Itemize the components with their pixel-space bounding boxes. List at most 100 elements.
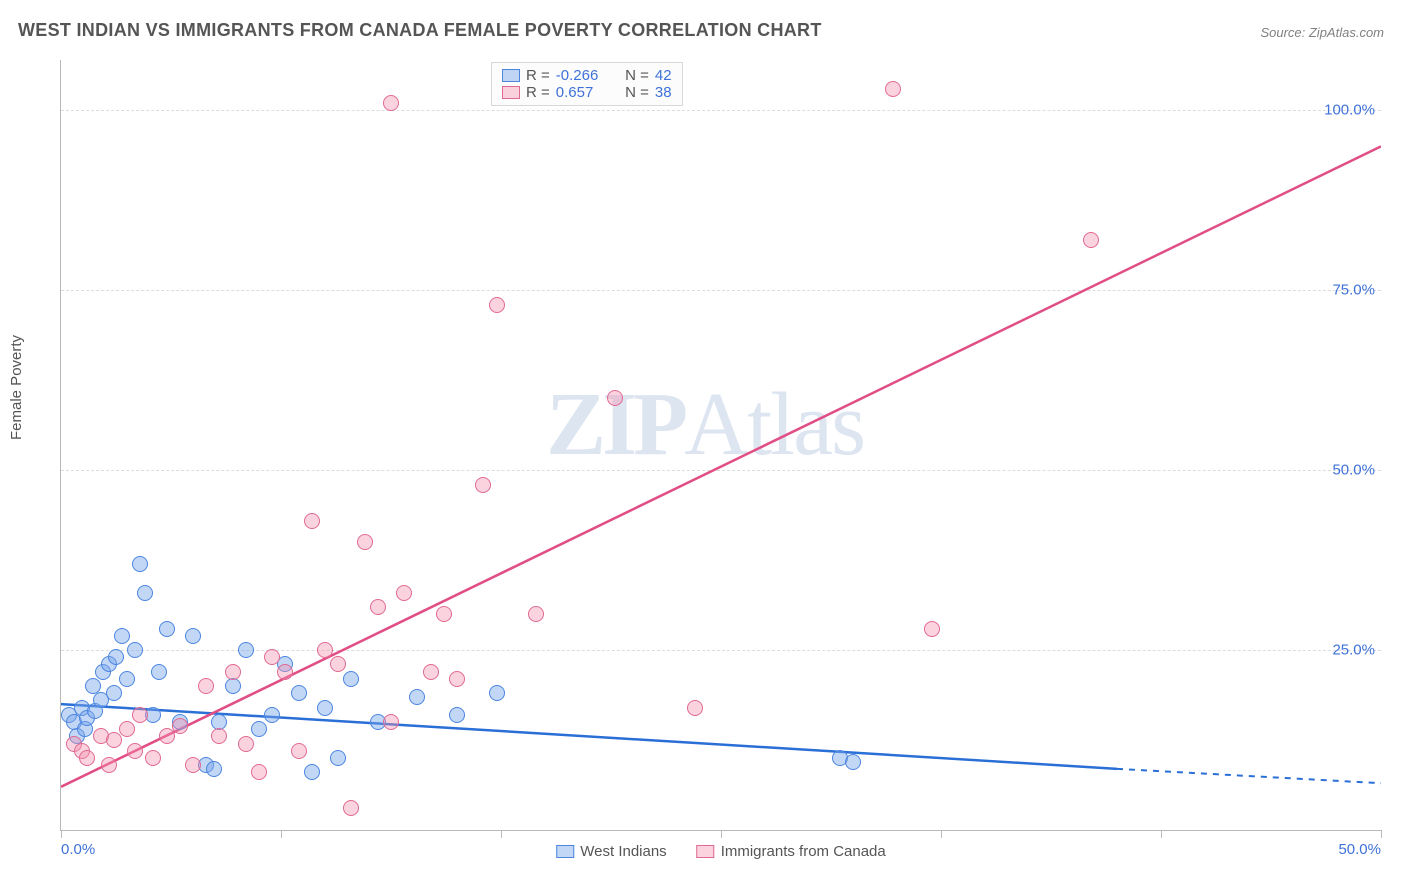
data-point <box>119 671 135 687</box>
x-tick-mark <box>1161 830 1162 838</box>
data-point <box>383 95 399 111</box>
stat-r: 0.657 <box>556 84 611 101</box>
data-point <box>924 621 940 637</box>
data-point <box>108 649 124 665</box>
data-point <box>885 81 901 97</box>
data-point <box>304 513 320 529</box>
data-point <box>423 664 439 680</box>
data-point <box>159 728 175 744</box>
data-point <box>489 297 505 313</box>
data-point <box>357 534 373 550</box>
data-point <box>383 714 399 730</box>
legend-swatch <box>556 845 574 858</box>
data-point <box>845 754 861 770</box>
data-point <box>114 628 130 644</box>
data-point <box>330 750 346 766</box>
data-point <box>317 642 333 658</box>
x-tick-mark <box>941 830 942 838</box>
grid-line-h <box>61 650 1381 651</box>
data-point <box>304 764 320 780</box>
x-tick-mark <box>721 830 722 838</box>
data-point <box>145 750 161 766</box>
chart-title: WEST INDIAN VS IMMIGRANTS FROM CANADA FE… <box>18 20 822 41</box>
data-point <box>106 732 122 748</box>
data-point <box>127 642 143 658</box>
data-point <box>396 585 412 601</box>
data-point <box>206 761 222 777</box>
data-point <box>106 685 122 701</box>
data-point <box>370 599 386 615</box>
data-point <box>185 757 201 773</box>
x-tick-mark <box>501 830 502 838</box>
stats-legend-row: R = -0.266 N = 42 <box>502 67 672 84</box>
x-tick-mark <box>1381 830 1382 838</box>
data-point <box>151 664 167 680</box>
data-point <box>449 707 465 723</box>
data-point <box>198 678 214 694</box>
y-tick-label: 100.0% <box>1324 102 1375 119</box>
data-point <box>607 390 623 406</box>
data-point <box>330 656 346 672</box>
x-tick-label: 0.0% <box>61 841 95 858</box>
grid-line-h <box>61 110 1381 111</box>
data-point <box>291 743 307 759</box>
data-point <box>132 707 148 723</box>
stats-legend: R = -0.266 N = 42 R = 0.657 N = 38 <box>491 62 683 106</box>
watermark: ZIPAtlas <box>546 373 864 476</box>
series-legend-item: West Indians <box>556 843 666 860</box>
source-attribution: Source: ZipAtlas.com <box>1260 25 1384 40</box>
data-point <box>409 689 425 705</box>
data-point <box>264 649 280 665</box>
data-point <box>185 628 201 644</box>
data-point <box>132 556 148 572</box>
data-point <box>436 606 452 622</box>
data-point <box>343 800 359 816</box>
series-legend-label: Immigrants from Canada <box>721 843 886 860</box>
stat-r: -0.266 <box>556 67 611 84</box>
legend-swatch <box>502 86 520 99</box>
stats-legend-row: R = 0.657 N = 38 <box>502 84 672 101</box>
data-point <box>172 718 188 734</box>
series-legend: West Indians Immigrants from Canada <box>556 843 886 860</box>
y-tick-label: 25.0% <box>1332 642 1375 659</box>
data-point <box>79 750 95 766</box>
data-point <box>137 585 153 601</box>
data-point <box>687 700 703 716</box>
data-point <box>317 700 333 716</box>
data-point <box>238 642 254 658</box>
grid-line-h <box>61 470 1381 471</box>
data-point <box>119 721 135 737</box>
data-point <box>225 664 241 680</box>
plot-area: ZIPAtlas 25.0%50.0%75.0%100.0%0.0%50.0% … <box>60 60 1381 831</box>
data-point <box>127 743 143 759</box>
series-legend-item: Immigrants from Canada <box>697 843 886 860</box>
grid-line-h <box>61 290 1381 291</box>
x-tick-label: 50.0% <box>1338 841 1381 858</box>
data-point <box>225 678 241 694</box>
stat-n: 38 <box>655 84 672 101</box>
stat-n: 42 <box>655 67 672 84</box>
data-point <box>238 736 254 752</box>
data-point <box>159 621 175 637</box>
data-point <box>528 606 544 622</box>
y-tick-label: 75.0% <box>1332 282 1375 299</box>
trend-lines-layer <box>61 60 1381 830</box>
legend-swatch <box>697 845 715 858</box>
data-point <box>101 757 117 773</box>
data-point <box>489 685 505 701</box>
data-point <box>475 477 491 493</box>
data-point <box>449 671 465 687</box>
data-point <box>343 671 359 687</box>
data-point <box>251 764 267 780</box>
data-point <box>211 728 227 744</box>
data-point <box>291 685 307 701</box>
y-tick-label: 50.0% <box>1332 462 1375 479</box>
data-point <box>277 664 293 680</box>
data-point <box>264 707 280 723</box>
x-tick-mark <box>281 830 282 838</box>
data-point <box>1083 232 1099 248</box>
data-point <box>251 721 267 737</box>
series-legend-label: West Indians <box>580 843 666 860</box>
x-tick-mark <box>61 830 62 838</box>
y-axis-label: Female Poverty <box>8 335 25 440</box>
